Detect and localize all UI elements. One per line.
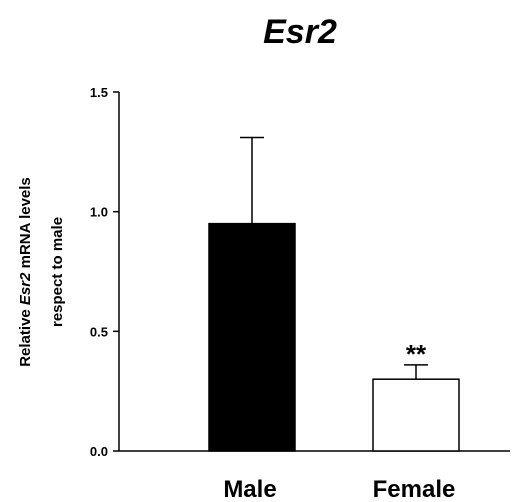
x-tick-label-female: Female: [373, 476, 456, 502]
y-tick-label: 0.5: [90, 324, 108, 339]
bar-male: [208, 222, 296, 452]
annotations: **: [406, 339, 427, 369]
significance-annotation: **: [406, 339, 427, 369]
y-axis-label: Relative Esr2 mRNA levels respect to mal…: [17, 177, 66, 367]
y-axis-label-line2: respect to male: [49, 217, 66, 327]
bars: [208, 222, 460, 452]
y-axis-label-line1: Relative Esr2 mRNA levels: [17, 177, 34, 367]
bar-female: [372, 378, 460, 452]
y-axis-label-gene: Esr2: [17, 272, 34, 305]
y-axis-label-prefix: Relative: [17, 305, 34, 367]
chart-title: Esr2: [263, 13, 337, 51]
y-tick-label: 0.0: [90, 444, 108, 459]
y-axis-label-suffix: mRNA levels: [17, 177, 34, 272]
y-tick-label: 1.0: [90, 205, 108, 220]
error-bars: [240, 136, 428, 380]
y-tick-label: 1.5: [90, 85, 108, 100]
tick-labels: 0.0 0.5 1.0 1.5 Male Female: [90, 85, 455, 502]
x-tick-label-male: Male: [223, 476, 276, 502]
